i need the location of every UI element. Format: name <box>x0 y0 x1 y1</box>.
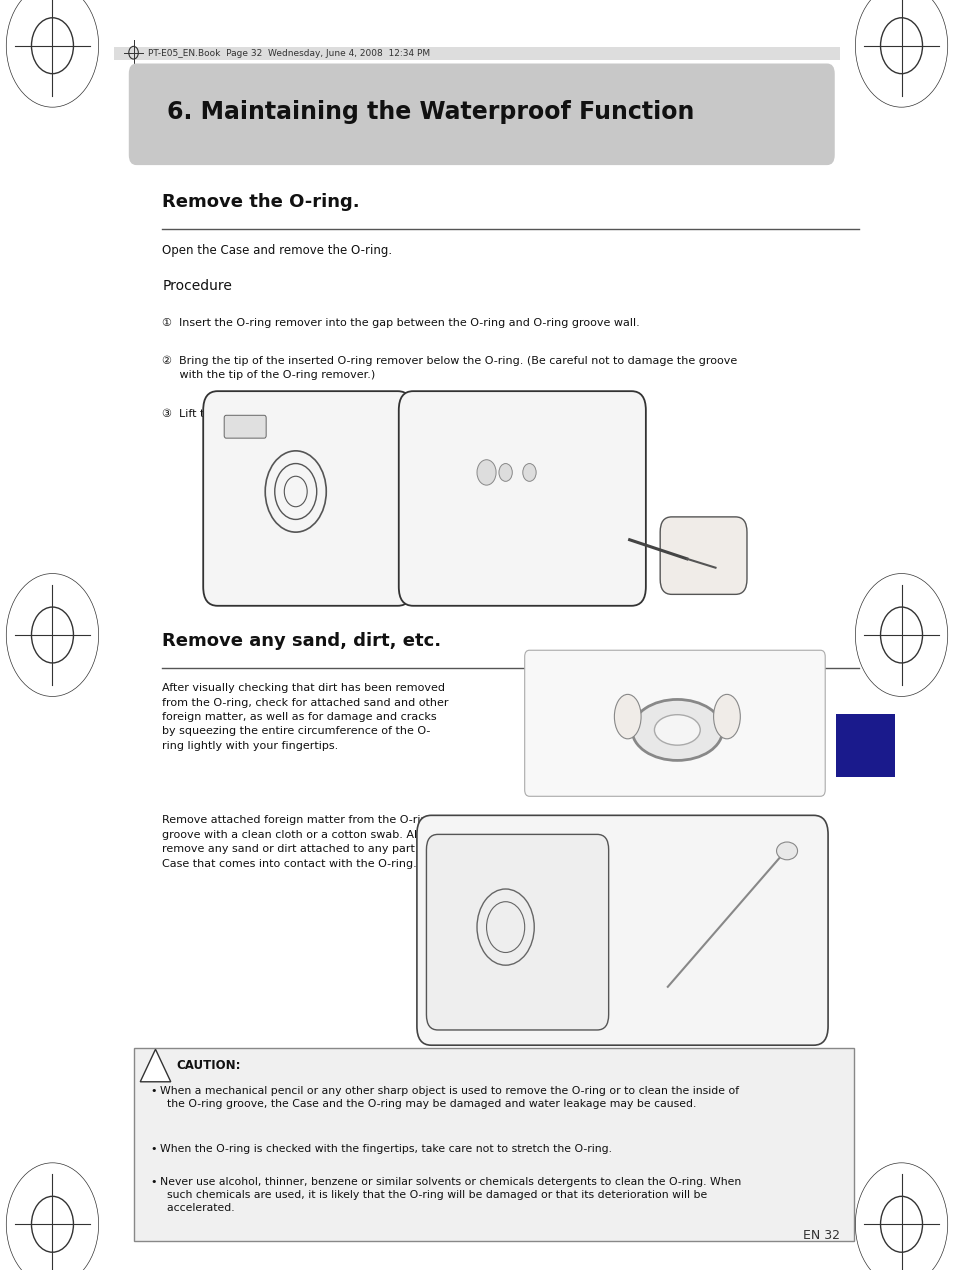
Text: !: ! <box>152 1062 158 1072</box>
Text: ③  Lift the O-ring, pinch it with your fingertips and pull it out of the Case.: ③ Lift the O-ring, pinch it with your fi… <box>162 409 569 419</box>
Text: Procedure: Procedure <box>162 279 232 293</box>
Text: •: • <box>151 1177 157 1187</box>
Circle shape <box>498 464 512 481</box>
FancyBboxPatch shape <box>835 714 894 777</box>
Circle shape <box>476 460 496 485</box>
Text: 6. Maintaining the Waterproof Function: 6. Maintaining the Waterproof Function <box>167 100 694 123</box>
Circle shape <box>522 464 536 481</box>
Text: EN 32: EN 32 <box>801 1229 839 1242</box>
FancyBboxPatch shape <box>203 391 412 606</box>
FancyBboxPatch shape <box>224 415 266 438</box>
Text: Remove any sand, dirt, etc.: Remove any sand, dirt, etc. <box>162 632 441 650</box>
Text: Never use alcohol, thinner, benzene or similar solvents or chemicals detergents : Never use alcohol, thinner, benzene or s… <box>160 1177 740 1213</box>
Text: Remove the O-ring.: Remove the O-ring. <box>162 193 359 211</box>
FancyBboxPatch shape <box>114 47 839 60</box>
Text: Open the Case and remove the O-ring.: Open the Case and remove the O-ring. <box>162 244 392 257</box>
FancyBboxPatch shape <box>659 517 746 594</box>
Text: PT-E05_EN.Book  Page 32  Wednesday, June 4, 2008  12:34 PM: PT-E05_EN.Book Page 32 Wednesday, June 4… <box>148 50 430 58</box>
FancyBboxPatch shape <box>129 64 834 165</box>
Text: En: En <box>851 737 878 754</box>
Text: CAUTION:: CAUTION: <box>176 1059 241 1072</box>
Text: ①  Insert the O-ring remover into the gap between the O-ring and O-ring groove w: ① Insert the O-ring remover into the gap… <box>162 318 639 328</box>
Text: •: • <box>151 1144 157 1154</box>
Ellipse shape <box>713 695 740 739</box>
FancyBboxPatch shape <box>524 650 824 796</box>
Ellipse shape <box>631 700 722 761</box>
Ellipse shape <box>776 842 797 860</box>
FancyBboxPatch shape <box>398 391 645 606</box>
Ellipse shape <box>614 695 640 739</box>
FancyBboxPatch shape <box>133 1048 853 1241</box>
Text: Remove attached foreign matter from the O-ring
groove with a clean cloth or a co: Remove attached foreign matter from the … <box>162 815 451 869</box>
Polygon shape <box>140 1049 171 1082</box>
FancyBboxPatch shape <box>416 815 827 1045</box>
Text: When a mechanical pencil or any other sharp object is used to remove the O-ring : When a mechanical pencil or any other sh… <box>160 1086 739 1109</box>
Text: •: • <box>151 1086 157 1096</box>
Ellipse shape <box>654 715 700 745</box>
Text: When the O-ring is checked with the fingertips, take care not to stretch the O-r: When the O-ring is checked with the fing… <box>160 1144 612 1154</box>
FancyBboxPatch shape <box>426 834 608 1030</box>
Text: After visually checking that dirt has been removed
from the O-ring, check for at: After visually checking that dirt has be… <box>162 683 448 751</box>
Text: ②  Bring the tip of the inserted O-ring remover below the O-ring. (Be careful no: ② Bring the tip of the inserted O-ring r… <box>162 356 737 380</box>
